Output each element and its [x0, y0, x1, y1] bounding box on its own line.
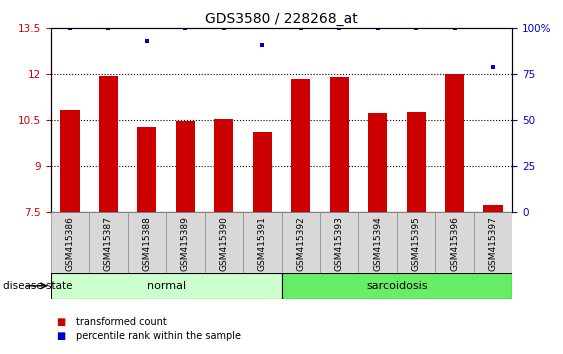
- Point: [220, 25, 229, 31]
- Text: transformed count: transformed count: [76, 317, 167, 327]
- Point: [489, 64, 498, 70]
- Point: [142, 38, 151, 44]
- Point: [104, 25, 113, 31]
- Text: GSM415387: GSM415387: [104, 217, 113, 272]
- Point: [181, 25, 190, 31]
- Text: GSM415388: GSM415388: [142, 217, 151, 272]
- Bar: [359, 212, 397, 273]
- Bar: [406, 112, 426, 212]
- Bar: [282, 273, 512, 299]
- Text: GSM415391: GSM415391: [258, 217, 267, 272]
- Point: [258, 42, 267, 48]
- Point: [296, 25, 305, 31]
- Bar: [204, 212, 243, 273]
- Bar: [137, 127, 157, 212]
- Text: GSM415389: GSM415389: [181, 217, 190, 272]
- Text: GSM415396: GSM415396: [450, 217, 459, 272]
- Text: GSM415390: GSM415390: [220, 217, 228, 272]
- Point: [450, 25, 459, 31]
- Text: GSM415397: GSM415397: [489, 217, 498, 272]
- Text: ■: ■: [56, 331, 65, 341]
- Point: [334, 25, 343, 31]
- Point: [373, 25, 382, 31]
- Bar: [99, 76, 118, 212]
- Bar: [60, 110, 79, 212]
- Bar: [128, 212, 166, 273]
- Text: ■: ■: [56, 317, 65, 327]
- Text: percentile rank within the sample: percentile rank within the sample: [76, 331, 241, 341]
- Bar: [445, 74, 464, 212]
- Bar: [329, 77, 349, 212]
- Text: GSM415386: GSM415386: [65, 217, 74, 272]
- Bar: [176, 121, 195, 212]
- Text: sarcoidosis: sarcoidosis: [366, 281, 428, 291]
- Text: GSM415392: GSM415392: [296, 217, 305, 272]
- Text: GSM415395: GSM415395: [412, 217, 421, 272]
- Bar: [435, 212, 474, 273]
- Bar: [484, 205, 503, 212]
- Bar: [474, 212, 512, 273]
- Point: [65, 25, 74, 31]
- Bar: [166, 212, 204, 273]
- Text: normal: normal: [146, 281, 186, 291]
- Bar: [282, 212, 320, 273]
- Bar: [51, 273, 282, 299]
- Text: GSM415394: GSM415394: [373, 217, 382, 272]
- Bar: [320, 212, 359, 273]
- Title: GDS3580 / 228268_at: GDS3580 / 228268_at: [205, 12, 358, 26]
- Bar: [243, 212, 282, 273]
- Text: GSM415393: GSM415393: [335, 217, 343, 272]
- Bar: [214, 119, 234, 212]
- Bar: [253, 132, 272, 212]
- Text: disease state: disease state: [3, 281, 72, 291]
- Bar: [89, 212, 128, 273]
- Point: [412, 25, 421, 31]
- Bar: [397, 212, 435, 273]
- Bar: [368, 113, 387, 212]
- Bar: [51, 212, 89, 273]
- Bar: [291, 79, 310, 212]
